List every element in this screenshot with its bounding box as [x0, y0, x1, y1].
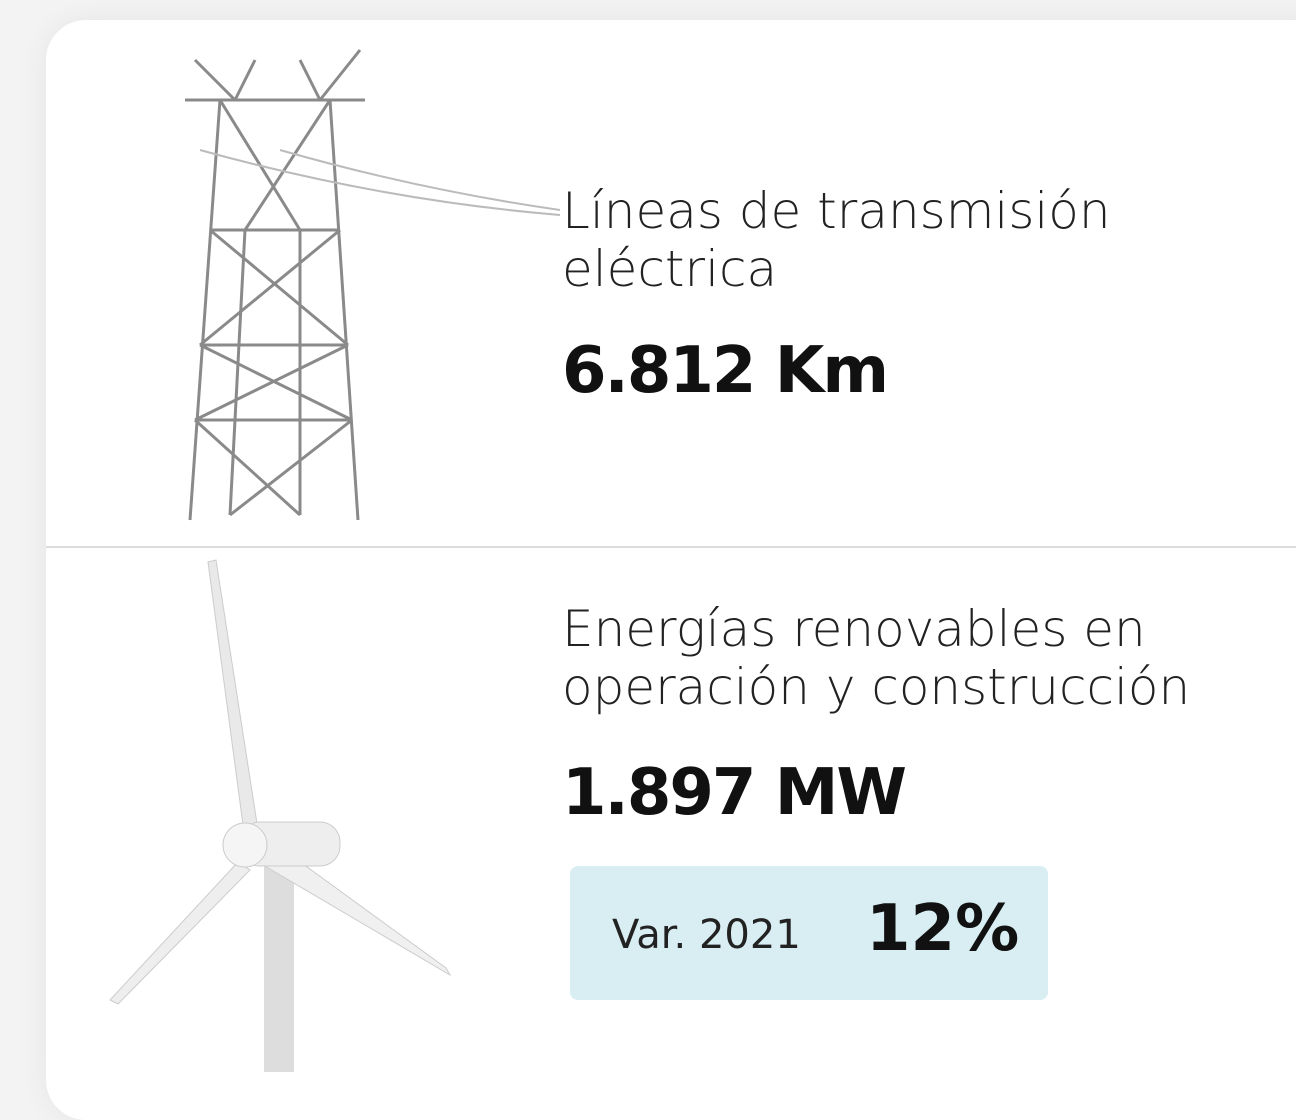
illustrations	[109, 49, 560, 1072]
stat-value: 1.897 MW	[562, 756, 907, 830]
variation-value: 12%	[866, 892, 1020, 966]
divider	[46, 546, 1296, 548]
page: Líneas de transmisión eléctrica 6.812 Km…	[46, 20, 1296, 1120]
turbine-icon	[109, 559, 452, 1072]
stat-label: Líneas de transmisión eléctrica	[562, 182, 1111, 298]
stat-label: Energías renovables en operación y const…	[562, 600, 1191, 716]
stat-value: 6.812 Km	[562, 334, 889, 408]
tower-icon	[185, 49, 560, 521]
variation-label: Var. 2021	[612, 912, 801, 958]
variation-badge: Var. 2021 12%	[570, 866, 1048, 1000]
